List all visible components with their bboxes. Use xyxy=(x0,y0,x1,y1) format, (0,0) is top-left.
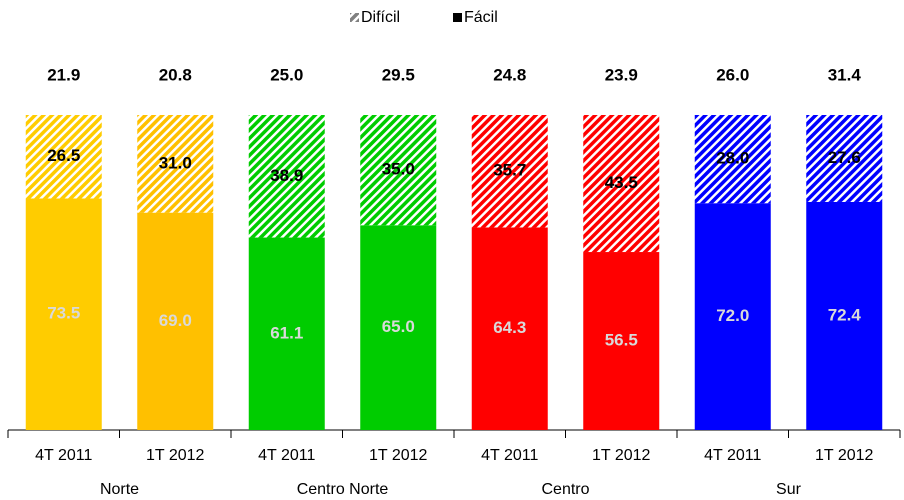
x-tick-label: 1T 2012 xyxy=(815,447,874,464)
bar-segment xyxy=(806,115,883,202)
x-tick-label: 4T 2011 xyxy=(481,447,538,464)
bar-segment xyxy=(137,115,214,213)
segment-label: 56.5 xyxy=(605,330,638,349)
segment-label: 31.0 xyxy=(159,153,192,172)
top-label: 26.0 xyxy=(716,65,749,84)
bar-segment xyxy=(25,115,102,199)
bar-segment xyxy=(583,115,660,253)
group-label: Norte xyxy=(100,481,139,498)
segment-label: 72.0 xyxy=(716,306,749,325)
segment-label: 64.3 xyxy=(493,318,526,337)
segment-label: 43.5 xyxy=(605,173,638,192)
x-tick-label: 1T 2012 xyxy=(146,447,205,464)
bar-segment xyxy=(137,212,214,430)
top-label: 31.4 xyxy=(828,65,862,84)
x-tick-label: 4T 2011 xyxy=(35,447,92,464)
bar-segment xyxy=(694,115,771,204)
bar-segment xyxy=(360,225,437,430)
bar-segment xyxy=(694,203,771,430)
legend-label: Fácil xyxy=(464,9,498,26)
bar-segment xyxy=(806,201,883,430)
segment-label: 65.0 xyxy=(382,317,415,336)
segment-label: 35.7 xyxy=(493,161,526,180)
group-label: Sur xyxy=(776,481,802,498)
bar-segment xyxy=(360,115,437,226)
legend-swatch xyxy=(350,13,359,22)
legend-label: Difícil xyxy=(361,9,400,26)
segment-label: 26.5 xyxy=(47,146,80,165)
segment-label: 73.5 xyxy=(47,304,80,323)
segment-label: 72.4 xyxy=(828,305,862,324)
segment-label: 61.1 xyxy=(270,323,303,342)
top-label: 23.9 xyxy=(605,65,638,84)
segment-label: 69.0 xyxy=(159,311,192,330)
bar-segment xyxy=(471,227,548,430)
top-label: 25.0 xyxy=(270,65,303,84)
bar-segment xyxy=(25,198,102,430)
segment-label: 38.9 xyxy=(270,166,303,185)
segment-label: 35.0 xyxy=(382,160,415,179)
x-tick-label: 4T 2011 xyxy=(704,447,761,464)
top-label: 20.8 xyxy=(159,65,192,84)
top-label: 24.8 xyxy=(493,65,526,84)
bar-segment xyxy=(471,115,548,228)
bar-segment xyxy=(583,252,660,430)
x-tick-label: 1T 2012 xyxy=(369,447,428,464)
x-tick-label: 4T 2011 xyxy=(258,447,315,464)
group-label: Centro Norte xyxy=(297,481,389,498)
x-tick-label: 1T 2012 xyxy=(592,447,651,464)
top-label: 29.5 xyxy=(382,65,415,84)
segment-label: 28.0 xyxy=(716,149,749,168)
top-label: 21.9 xyxy=(47,65,80,84)
group-label: Centro xyxy=(541,481,589,498)
bar-segment xyxy=(248,237,325,430)
legend-swatch xyxy=(453,13,462,22)
segment-label: 27.6 xyxy=(828,148,861,167)
bar-segment xyxy=(248,115,325,238)
